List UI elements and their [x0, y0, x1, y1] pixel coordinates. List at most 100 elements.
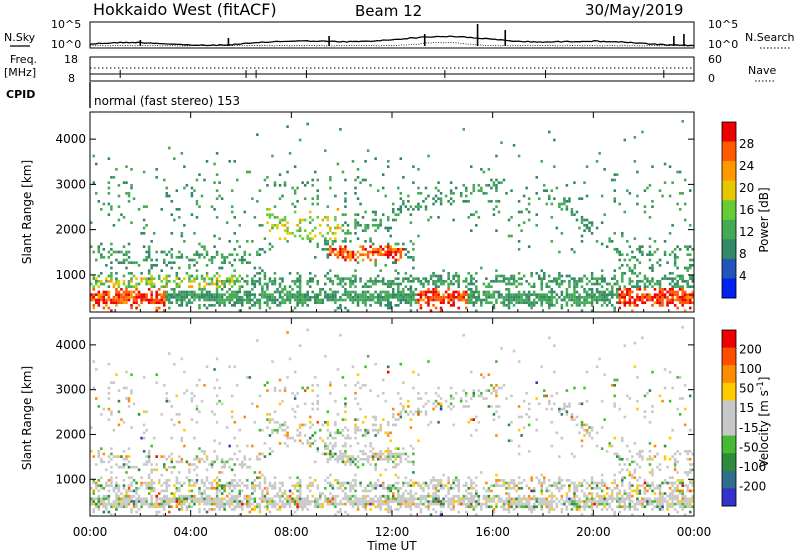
power-cell — [510, 293, 513, 296]
power-cell — [233, 290, 236, 294]
power-cell — [233, 216, 236, 219]
power-cell — [366, 290, 370, 294]
power-cell — [429, 309, 433, 312]
power-cell — [120, 213, 123, 216]
velocity-cell — [185, 505, 189, 509]
power-cell — [658, 298, 662, 302]
velocity-cell — [449, 508, 453, 511]
velocity-cell — [102, 460, 106, 464]
velocity-cell — [573, 492, 576, 495]
power-cell — [215, 189, 219, 192]
power-cell — [306, 234, 309, 238]
power-cell — [298, 282, 302, 286]
velocity-cell — [356, 426, 360, 429]
velocity-cell — [210, 460, 214, 464]
velocity-cell — [213, 508, 216, 511]
velocity-cell — [173, 497, 176, 501]
velocity-cell — [419, 508, 423, 511]
power-cell — [457, 277, 460, 280]
velocity-cell — [565, 410, 569, 414]
power-cell — [341, 213, 345, 216]
power-cell — [157, 274, 161, 278]
velocity-cell — [356, 442, 360, 445]
power-cell — [434, 288, 438, 291]
power-cell — [414, 277, 418, 280]
power-cell — [515, 301, 518, 304]
velocity-cell — [102, 500, 106, 503]
power-cell — [213, 208, 216, 211]
power-cell — [502, 301, 506, 304]
power-cell — [193, 264, 196, 267]
velocity-cell — [213, 460, 216, 464]
velocity-cell — [346, 428, 350, 432]
velocity-cell — [412, 481, 415, 485]
velocity-cell — [522, 497, 526, 501]
velocity-cell — [610, 489, 614, 493]
cpid-text: normal (fast stereo) 153 — [94, 94, 240, 108]
power-cell — [381, 277, 385, 280]
velocity-cell — [422, 486, 425, 490]
velocity-cell — [170, 497, 174, 501]
power-cell — [371, 242, 375, 246]
power-cell — [605, 245, 609, 248]
power-cell — [402, 248, 405, 251]
velocity-cell — [203, 450, 206, 453]
velocity-cell — [215, 497, 219, 501]
velocity-cell — [384, 468, 387, 472]
velocity-cell — [233, 484, 236, 487]
power-cell — [173, 218, 176, 222]
velocity-cell — [510, 420, 513, 424]
power-cell — [386, 250, 390, 254]
velocity-cell — [324, 442, 327, 445]
velocity-cell — [568, 500, 571, 503]
velocity-cell — [507, 505, 511, 509]
velocity-cell — [354, 473, 357, 477]
velocity-cell — [243, 415, 247, 419]
power-cell — [482, 170, 486, 174]
power-cell — [454, 290, 458, 294]
velocity-cell — [575, 505, 579, 509]
velocity-cell — [150, 471, 153, 474]
velocity-cell — [205, 479, 209, 482]
power-cell — [495, 298, 498, 302]
power-cell — [560, 208, 564, 211]
velocity-cell — [341, 460, 345, 464]
power-cell — [573, 296, 576, 299]
power-cell — [107, 285, 111, 288]
velocity-cell — [178, 455, 181, 458]
power-cell — [376, 189, 380, 192]
velocity-cell — [288, 500, 292, 503]
power-cell — [283, 298, 287, 302]
velocity-cell — [283, 489, 287, 493]
power-cell — [392, 250, 395, 254]
velocity-cell — [402, 407, 405, 411]
power-cell — [200, 274, 204, 278]
velocity-cell — [409, 484, 413, 487]
velocity-cell — [379, 450, 382, 453]
velocity-cell — [233, 436, 236, 440]
velocity-cell — [142, 423, 146, 427]
velocity-cell — [442, 502, 445, 506]
velocity-cell — [374, 434, 377, 437]
power-cell — [210, 293, 214, 296]
velocity-cell — [462, 494, 465, 498]
power-cell — [95, 298, 98, 302]
velocity-cell — [449, 402, 453, 406]
velocity-cell — [424, 484, 428, 487]
velocity-cell — [452, 397, 455, 400]
velocity-cell — [100, 460, 103, 464]
velocity-cell — [193, 502, 196, 506]
velocity-cell — [140, 505, 143, 509]
power-cell — [160, 293, 163, 296]
power-cell — [97, 280, 101, 283]
power-cell — [621, 296, 624, 299]
velocity-cell — [392, 452, 395, 456]
velocity-cell — [329, 497, 332, 501]
velocity-cell — [180, 357, 184, 361]
power-cell — [621, 232, 624, 235]
velocity-cell — [228, 465, 231, 469]
power-cell — [444, 194, 448, 198]
power-cell — [281, 194, 284, 198]
velocity-cell — [399, 452, 403, 456]
velocity-cell — [429, 502, 433, 506]
